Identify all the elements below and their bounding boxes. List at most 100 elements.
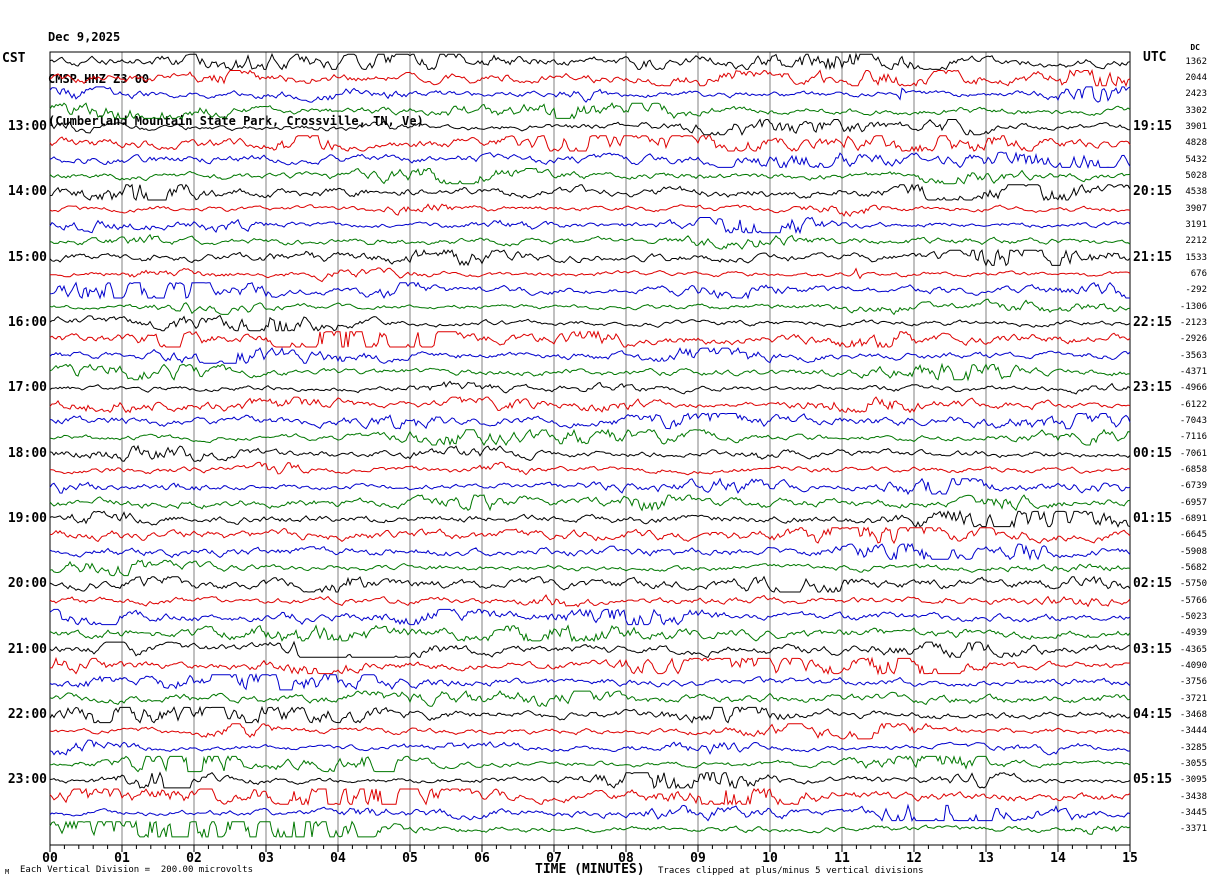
- dc-offset-value: -4090: [1179, 661, 1207, 671]
- title-date: Dec 9,2025: [48, 30, 121, 44]
- seismogram-trace: [49, 690, 1131, 707]
- dc-column-header: DC: [1190, 43, 1200, 52]
- seismogram-trace: [49, 624, 1131, 643]
- right-axis-header-utc: UTC: [1143, 50, 1167, 65]
- seismogram-trace: [49, 494, 1131, 512]
- dc-offset-value: -1306: [1179, 301, 1207, 312]
- seismogram-trace: [49, 754, 1131, 773]
- x-axis-tick-label: 14: [1050, 851, 1066, 866]
- dc-offset-value: -5908: [1179, 546, 1207, 557]
- seismogram-trace: [49, 594, 1131, 608]
- dc-offset-value: -7061: [1179, 448, 1207, 459]
- cst-hour-label: 19:00: [7, 511, 47, 527]
- dc-offset-value: 3907: [1185, 203, 1207, 214]
- seismogram-trace: [49, 575, 1131, 593]
- utc-hour-label: 22:15: [1133, 315, 1173, 331]
- seismogram-trace: [49, 281, 1130, 300]
- dc-offset-value: -5766: [1179, 595, 1207, 606]
- utc-hour-label: 20:15: [1133, 184, 1173, 200]
- x-axis-tick-label: 02: [186, 851, 202, 866]
- x-axis-tick-label: 06: [474, 851, 490, 866]
- seismogram-trace: [49, 444, 1131, 462]
- x-axis-tick-label: 12: [906, 851, 922, 866]
- seismogram-trace: [49, 314, 1131, 332]
- seismogram-trace: [49, 380, 1131, 395]
- utc-hour-label: 23:15: [1133, 380, 1173, 396]
- x-axis-tick-label: 07: [546, 851, 562, 866]
- seismogram-trace: [49, 771, 1131, 790]
- dc-offset-value: 5432: [1185, 154, 1207, 165]
- seismogram-trace: [49, 52, 1131, 71]
- x-axis-tick-label: 15: [1122, 851, 1138, 866]
- x-axis-tick-label: 03: [258, 851, 274, 866]
- cst-hour-label: 22:00: [7, 707, 47, 722]
- dc-offset-value: 4538: [1185, 187, 1207, 198]
- seismogram-trace: [49, 673, 1131, 691]
- dc-offset-value: -6957: [1179, 497, 1207, 508]
- dc-offset-value: -3756: [1179, 677, 1207, 688]
- cst-hour-label: 21:00: [7, 641, 47, 657]
- plot-border: [49, 51, 1131, 846]
- dc-offset-value: -5750: [1179, 579, 1207, 590]
- dc-offset-value: -3285: [1179, 742, 1207, 753]
- dc-offset-value: -6891: [1179, 514, 1207, 525]
- dc-offset-value: -6739: [1179, 481, 1207, 492]
- utc-hour-label: 19:15: [1133, 119, 1173, 135]
- utc-hour-label: 05:15: [1133, 772, 1173, 788]
- dc-offset-value: 5028: [1185, 171, 1207, 182]
- seismogram-trace: [49, 68, 1131, 88]
- dc-offset-value: -4966: [1179, 383, 1207, 394]
- dc-offset-value: -2926: [1179, 334, 1207, 345]
- dc-offset-value: 4828: [1185, 138, 1207, 149]
- cst-hour-label: 14:00: [7, 184, 47, 200]
- x-axis-title: TIME (MINUTES): [535, 862, 645, 877]
- dc-offset-value: 1533: [1185, 252, 1207, 263]
- x-axis-tick-label: 10: [762, 851, 778, 866]
- seismogram-trace: [49, 233, 1131, 250]
- dc-offset-value: -3721: [1179, 693, 1207, 704]
- seismogram-trace: [49, 656, 1131, 676]
- utc-hour-label: 00:15: [1133, 445, 1173, 461]
- dc-offset-value: -3055: [1179, 758, 1207, 769]
- x-axis-tick-label: 01: [114, 851, 130, 866]
- cst-hour-label: 18:00: [7, 445, 47, 461]
- seismogram-trace: [49, 477, 1131, 496]
- seismogram-trace: [50, 461, 1131, 476]
- utc-hour-label: 04:15: [1133, 707, 1173, 722]
- dc-offset-value: -6122: [1179, 399, 1207, 410]
- seismogram-trace: [49, 608, 1131, 626]
- seismogram-trace: [49, 203, 1131, 218]
- seismogram-trace: [49, 722, 1131, 740]
- seismogram-trace: [49, 509, 1131, 529]
- dc-offset-value: -3438: [1179, 791, 1207, 802]
- dc-offset-value: 2212: [1185, 236, 1207, 247]
- seismogram-trace: [49, 135, 1131, 153]
- seismogram-trace: [49, 640, 1131, 659]
- dc-offset-value: -5023: [1179, 612, 1207, 623]
- x-axis-tick-label: 05: [402, 851, 418, 866]
- seismogram-trace: [49, 526, 1131, 545]
- seismogram-trace: [49, 330, 1131, 349]
- utc-hour-label: 01:15: [1133, 511, 1173, 527]
- dc-offset-value: -3444: [1179, 726, 1207, 737]
- dc-offset-value: -292: [1185, 285, 1207, 296]
- cst-hour-label: 16:00: [7, 315, 47, 331]
- seismogram-trace: [49, 705, 1131, 724]
- utc-hour-label: 02:15: [1133, 576, 1173, 592]
- seismogram-trace: [49, 787, 1131, 806]
- seismogram-trace: [49, 118, 1131, 136]
- seismogram-trace: [49, 347, 1131, 365]
- seismogram-trace: [49, 86, 1131, 103]
- dc-offset-value: -7116: [1179, 432, 1207, 443]
- cst-hour-label: 23:00: [7, 772, 47, 788]
- dc-offset-value: -4371: [1179, 367, 1207, 378]
- dc-offset-value: 2044: [1185, 73, 1207, 84]
- x-axis-tick-label: 00: [42, 851, 58, 866]
- seismogram-trace: [49, 543, 1131, 561]
- x-axis-tick-label: 13: [978, 851, 994, 866]
- seismogram-trace: [49, 396, 1131, 414]
- seismogram-trace: [49, 298, 1131, 316]
- dc-offset-value: -6645: [1179, 530, 1207, 541]
